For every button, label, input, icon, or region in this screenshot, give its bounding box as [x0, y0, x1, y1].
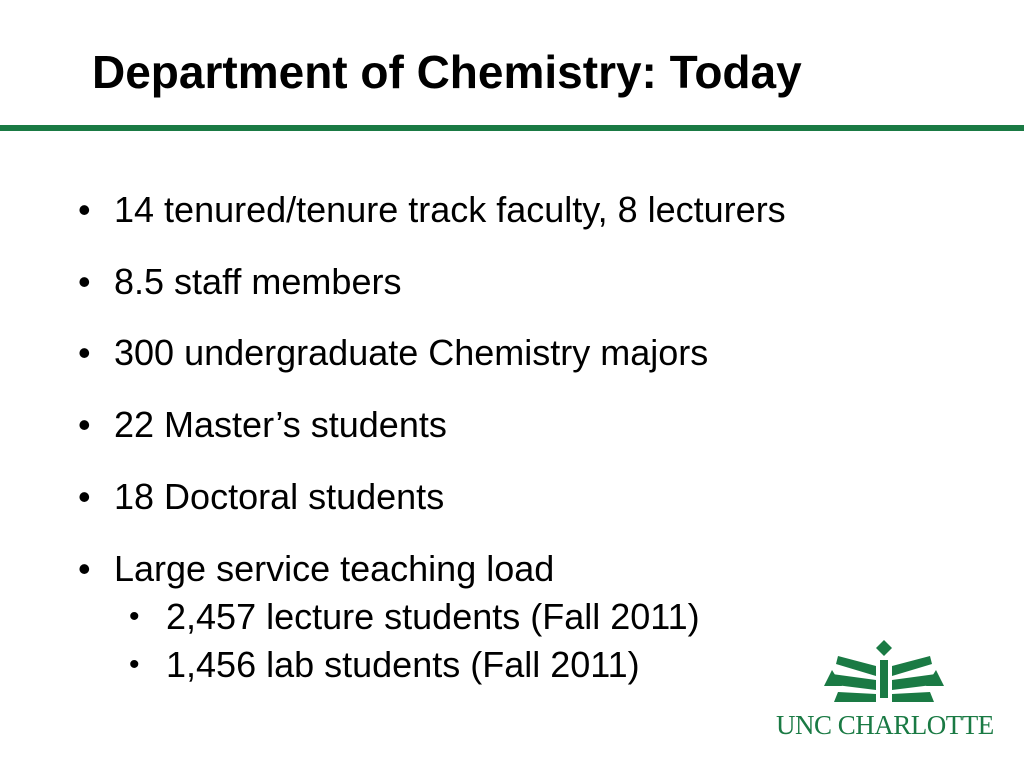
logo-wordmark: UNC CHARLOTTE	[776, 710, 994, 740]
slide-title: Department of Chemistry: Today	[92, 46, 802, 98]
bullet-dot: •	[78, 476, 91, 517]
bullet-text: 300 undergraduate Chemistry majors	[114, 332, 709, 373]
unc-charlotte-crown-icon	[824, 640, 944, 702]
sub-bullet-text: 1,456 lab students (Fall 2011)	[166, 644, 640, 685]
sub-bullet-item: • 2,457 lecture students (Fall 2011)	[129, 596, 700, 637]
bullet-item: • 300 undergraduate Chemistry majors	[78, 332, 709, 373]
bullet-text: 8.5 staff members	[114, 261, 402, 302]
bullet-item: • 8.5 staff members	[78, 261, 402, 302]
sub-bullet-dot: •	[129, 648, 140, 681]
bullet-dot: •	[78, 404, 91, 445]
sub-bullet-item: • 1,456 lab students (Fall 2011)	[129, 644, 640, 685]
bullet-text: 22 Master’s students	[114, 404, 447, 445]
unc-charlotte-logo: UNC CHARLOTTE	[776, 636, 994, 740]
bullet-dot: •	[78, 548, 91, 589]
bullet-item: • 18 Doctoral students	[78, 476, 445, 517]
title-divider	[0, 125, 1024, 131]
bullet-item: • 22 Master’s students	[78, 404, 447, 445]
bullet-item: • Large service teaching load	[78, 548, 555, 589]
sub-bullet-text: 2,457 lecture students (Fall 2011)	[166, 596, 700, 637]
bullet-dot: •	[78, 332, 91, 373]
bullet-text: Large service teaching load	[114, 548, 555, 589]
bullet-dot: •	[78, 189, 91, 230]
bullet-item: • 14 tenured/tenure track faculty, 8 lec…	[78, 189, 786, 230]
bullet-dot: •	[78, 261, 91, 302]
bullet-text: 14 tenured/tenure track faculty, 8 lectu…	[114, 189, 786, 230]
bullet-text: 18 Doctoral students	[114, 476, 445, 517]
sub-bullet-dot: •	[129, 600, 140, 633]
